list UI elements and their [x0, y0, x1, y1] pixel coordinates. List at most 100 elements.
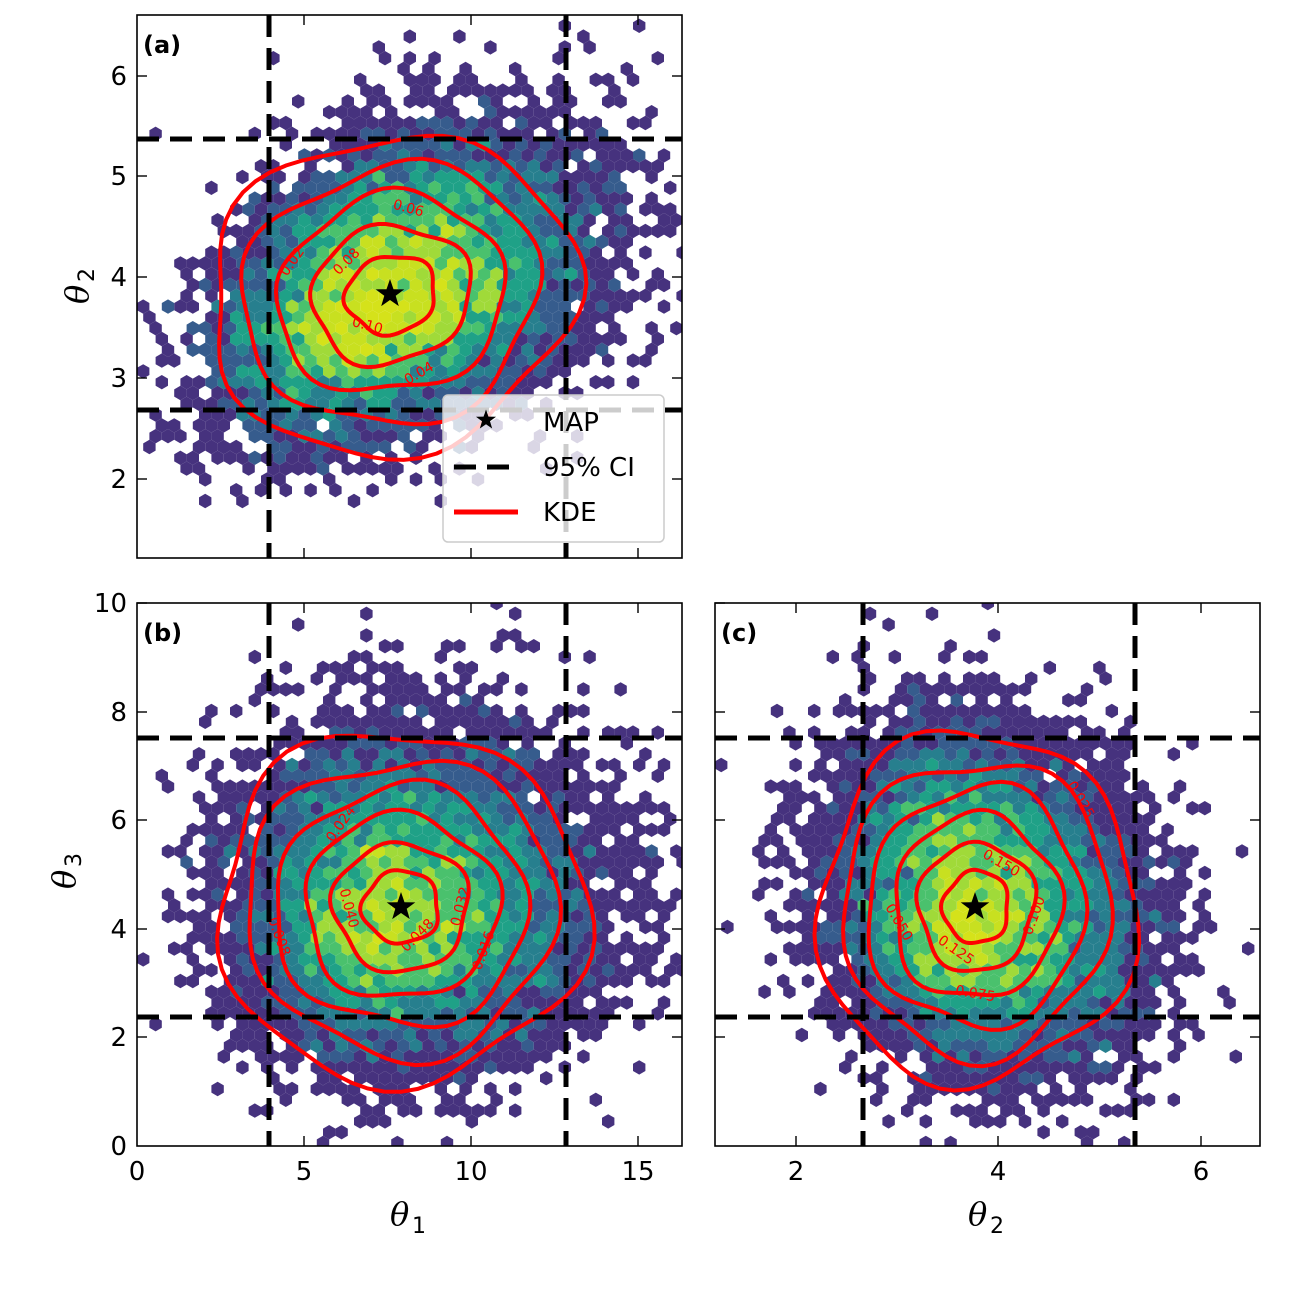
hexbin-cell [789, 757, 802, 773]
hexbin-cell [720, 235, 732, 249]
hexbin-cell [732, 1103, 744, 1117]
hexbin-cell [664, 180, 677, 195]
hexbin-cell [1242, 941, 1255, 956]
hexbin-cell [595, 757, 609, 773]
ticks [137, 15, 1260, 1146]
hexbin-cell [1279, 963, 1291, 977]
kde-contour-line [215, 733, 597, 1094]
hexbin-cell [440, 1135, 454, 1146]
hexbin-cell [888, 649, 901, 665]
legend-label-map: MAP [543, 408, 599, 438]
hexbin-cell [707, 191, 719, 205]
hexbin-cell [907, 574, 919, 588]
hexbin-cell [391, 1179, 403, 1193]
hexbin-cell [683, 887, 695, 901]
hexbin-cell [211, 1081, 224, 1097]
tick-label: 10 [94, 589, 127, 619]
hexbin-cell [205, 963, 218, 978]
svg-text:θ: θ [58, 285, 96, 304]
legend-label-kde: KDE [543, 498, 597, 528]
hexbin-cell [137, 952, 150, 967]
hexbin-cell [515, 682, 528, 697]
kde-contour-line [308, 222, 473, 370]
tick-label: 3 [110, 364, 127, 394]
hexbin-cell [292, 617, 305, 632]
hexbin-cell [577, 703, 590, 719]
axis-labels: θ 2 θ 3 θ 1 θ 2 [45, 268, 1004, 1239]
hexbin-cell [938, 585, 950, 599]
hexbin-cell [248, 649, 261, 665]
ci-lines [137, 15, 1260, 1146]
hexbin-cell [651, 51, 664, 66]
hexbin-cell [683, 995, 695, 1009]
kde-contour-line [358, 868, 440, 946]
hexbin-cell [186, 887, 199, 902]
hexbin-cell [360, 606, 373, 621]
hexbin-cell [701, 747, 713, 761]
hexbin-cell [764, 779, 777, 794]
hexbin-cell [689, 985, 701, 999]
tick-label: 4 [110, 915, 127, 945]
hexbin-cell [695, 952, 707, 966]
hexbin-cell [657, 299, 671, 314]
hexbin-cell [589, 1092, 602, 1107]
hexbin-cell [205, 180, 218, 195]
hexbin-cell [814, 1081, 827, 1097]
kde-contour-line [273, 185, 508, 393]
kde-contours-c [812, 728, 1142, 1093]
hexbin-cell [783, 919, 796, 935]
hexbin-cell [975, 649, 988, 665]
hexbin-cell [1167, 747, 1180, 762]
svg-text:2: 2 [75, 268, 100, 282]
hexbin-cell [378, 639, 392, 654]
kde-contour-line [217, 133, 589, 462]
hexbin-cell [770, 876, 784, 891]
hexbin-cell [1198, 865, 1211, 881]
hexbin-cell [701, 877, 713, 891]
hexbin-cell [801, 973, 815, 989]
hexbin-cell [963, 649, 976, 665]
kde-contour-line [914, 839, 1039, 973]
hexbin-cell [732, 83, 744, 97]
kde-contour-line [239, 156, 545, 427]
hexbin-cell [174, 973, 187, 989]
x-axis-label-c: θ 2 [968, 1195, 1004, 1239]
kde-contours-b [215, 733, 597, 1094]
kde-contour-line [247, 758, 564, 1068]
hexbin-cell [292, 94, 305, 109]
hexbin-cell [94, 898, 106, 912]
contour-label: 0.075 [954, 983, 996, 1006]
kde-contour-line [327, 840, 471, 975]
hexbin-cell [764, 952, 777, 967]
hexbin-cell [230, 703, 243, 719]
hexbin-cell [882, 617, 895, 632]
hexbin-cell [826, 649, 839, 665]
hexbin-cell [435, 1147, 447, 1161]
hexbin-cell [639, 223, 652, 239]
hexbin-cell [626, 375, 640, 390]
hexbin-cell [1261, 1017, 1273, 1031]
hexbin-cell [409, 472, 423, 487]
hexbin-cell [658, 0, 670, 11]
hexbin-cell [602, 1114, 615, 1129]
hexbin-cell [161, 299, 175, 314]
contour-label: 0.10 [350, 314, 384, 338]
legend: MAP 95% CI KDE [442, 394, 665, 543]
hexbin-cell [1111, 1103, 1125, 1118]
map-star-icon [960, 892, 990, 920]
hexbin-cell [721, 919, 734, 935]
legend-star-icon [475, 409, 497, 429]
hexbin-cell [795, 1027, 808, 1043]
hexbin-cell [602, 375, 615, 390]
hexbin-cell [323, 105, 336, 120]
hexbin-cell [633, 18, 646, 33]
hexbin-cell [695, 995, 707, 1009]
hexbin-cell [788, 137, 800, 151]
hexbin-cell [695, 887, 707, 901]
hexbin-cell [1279, 1136, 1291, 1150]
hexbin-cell [347, 493, 361, 509]
svg-text:θ: θ [390, 1195, 409, 1233]
hexbin-cell [391, 1135, 404, 1146]
hexbin-cell [1229, 1049, 1242, 1064]
hexbin-cell [919, 1135, 932, 1146]
